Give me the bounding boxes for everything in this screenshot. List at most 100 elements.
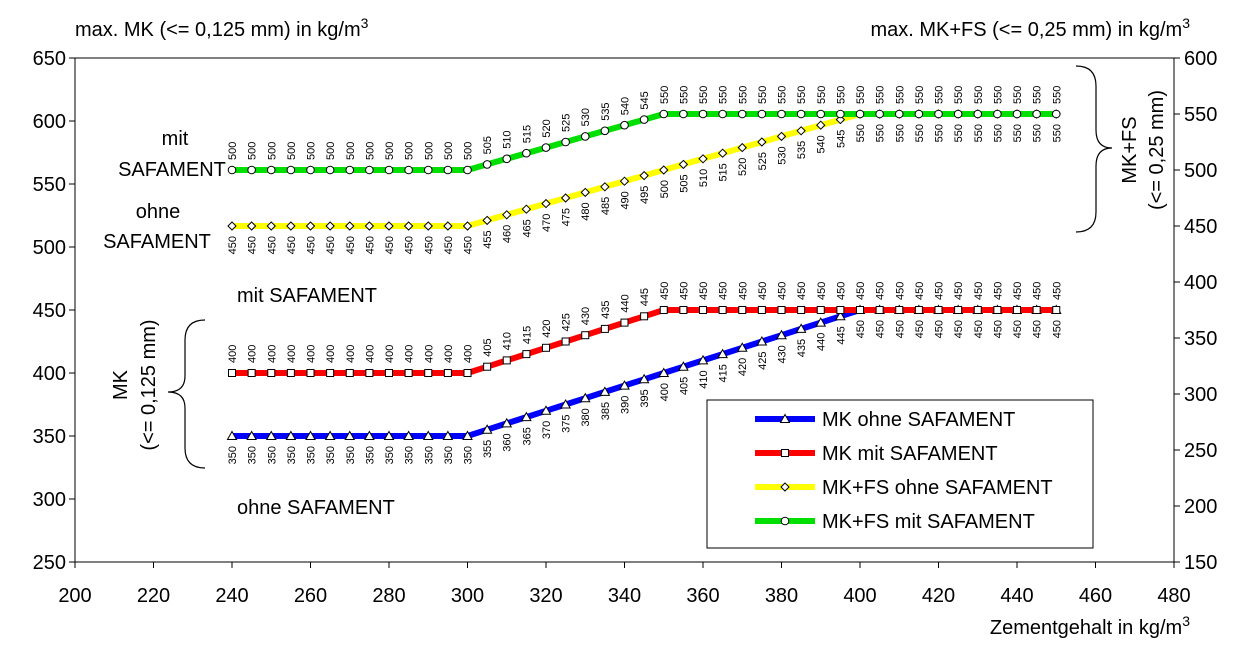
brace-left-label-line2: (<= 0,125 mm) xyxy=(138,319,160,450)
data-label: 500 xyxy=(404,142,416,160)
x-tick-label: 240 xyxy=(215,585,248,607)
point-marker xyxy=(246,221,257,231)
data-label: 350 xyxy=(266,446,278,464)
data-label: 385 xyxy=(600,402,612,420)
data-label: 430 xyxy=(580,307,592,325)
data-label: 450 xyxy=(345,236,357,254)
point-marker xyxy=(542,343,550,352)
data-label: 450 xyxy=(914,320,926,338)
data-label: 415 xyxy=(521,326,533,344)
data-label: 550 xyxy=(914,86,926,104)
point-marker xyxy=(1051,109,1061,119)
data-label: 550 xyxy=(835,86,847,104)
point-marker xyxy=(247,369,256,377)
data-label: 525 xyxy=(757,152,769,170)
data-label: 545 xyxy=(639,91,651,109)
point-marker xyxy=(226,430,238,440)
data-label: 550 xyxy=(796,86,808,104)
point-marker xyxy=(1032,109,1041,119)
point-marker xyxy=(462,221,473,231)
left-axis-title: max. MK (<= 0,125 mm) in kg/m3 xyxy=(75,15,369,41)
data-label: 410 xyxy=(502,332,514,350)
data-label: 475 xyxy=(561,208,573,226)
data-label: 500 xyxy=(325,142,337,160)
data-label: 450 xyxy=(992,282,1004,300)
data-label: 425 xyxy=(757,352,769,370)
data-label: 405 xyxy=(482,338,494,356)
data-label: 435 xyxy=(600,301,612,319)
point-marker xyxy=(306,369,315,377)
point-marker xyxy=(599,386,611,396)
data-label: 380 xyxy=(580,408,592,426)
annotation-mk-mit: mit SAFAMENT xyxy=(237,285,377,307)
point-marker xyxy=(228,369,236,377)
point-marker xyxy=(679,306,688,314)
point-marker xyxy=(502,154,512,164)
point-marker xyxy=(954,306,963,314)
point-marker xyxy=(403,221,414,231)
data-label: 450 xyxy=(227,236,239,254)
legend-label: MK+FS ohne SAFAMENT xyxy=(822,477,1053,499)
data-label: 400 xyxy=(423,345,435,363)
point-marker xyxy=(776,329,787,340)
point-marker xyxy=(757,306,766,314)
data-label: 550 xyxy=(1051,124,1063,142)
point-marker xyxy=(993,306,1002,314)
data-label: 550 xyxy=(1012,124,1024,142)
left-axis-title-text: max. MK (<= 0,125 mm) in kg/m xyxy=(75,19,361,41)
point-marker xyxy=(875,109,884,119)
point-marker xyxy=(993,109,1002,119)
annotation-fs-ohne-line1: ohne xyxy=(136,201,181,223)
y-left-tick-label: 500 xyxy=(33,237,66,259)
data-label: 450 xyxy=(1051,282,1063,300)
y-left-tick-label: 250 xyxy=(33,552,66,574)
point-marker xyxy=(756,335,768,346)
data-label: 510 xyxy=(698,169,710,187)
point-marker xyxy=(267,369,276,377)
data-label: 350 xyxy=(384,446,396,464)
x-tick-label: 400 xyxy=(843,585,876,607)
data-label: 510 xyxy=(502,130,514,148)
point-marker xyxy=(324,430,336,440)
brace-left-label-line1: MK xyxy=(110,369,132,400)
point-marker xyxy=(364,221,375,231)
point-marker xyxy=(914,109,924,119)
data-label: 350 xyxy=(286,446,298,464)
brace-right-label-line2: (<= 0,25 mm) xyxy=(1146,90,1168,210)
legend-label: MK+FS mit SAFAMENT xyxy=(822,511,1035,533)
data-label: 400 xyxy=(384,345,396,363)
annotation-mk-ohne: ohne SAFAMENT xyxy=(237,497,395,519)
point-marker xyxy=(266,165,276,175)
data-label: 450 xyxy=(875,282,887,300)
data-label: 540 xyxy=(620,97,632,115)
data-label: 450 xyxy=(1032,282,1044,300)
data-label: 550 xyxy=(953,124,965,142)
point-marker xyxy=(345,165,355,175)
data-label: 500 xyxy=(306,142,318,160)
point-marker xyxy=(934,109,943,119)
data-label: 550 xyxy=(1032,86,1044,104)
data-label: 450 xyxy=(894,320,906,338)
point-marker xyxy=(462,430,473,440)
point-marker xyxy=(385,369,393,377)
point-marker xyxy=(815,317,827,327)
point-marker xyxy=(423,221,433,231)
data-label: 550 xyxy=(875,86,887,104)
data-label: 430 xyxy=(777,345,789,363)
data-label: 500 xyxy=(443,142,455,160)
annotation-fs-mit-line2: SAFAMENT xyxy=(118,159,226,181)
point-marker xyxy=(345,221,355,231)
point-marker xyxy=(522,350,531,359)
data-label: 550 xyxy=(992,124,1004,142)
legend-marker xyxy=(779,413,791,423)
point-marker xyxy=(600,182,610,192)
point-marker xyxy=(855,109,865,119)
x-axis-title-text: Zementgehalt in kg/m xyxy=(990,617,1182,639)
point-marker xyxy=(796,126,806,136)
data-label: 450 xyxy=(423,236,435,254)
data-label: 500 xyxy=(286,142,298,160)
x-tick-label: 340 xyxy=(608,585,641,607)
data-label: 400 xyxy=(364,345,376,363)
point-marker xyxy=(736,342,748,352)
data-label: 350 xyxy=(443,446,455,464)
